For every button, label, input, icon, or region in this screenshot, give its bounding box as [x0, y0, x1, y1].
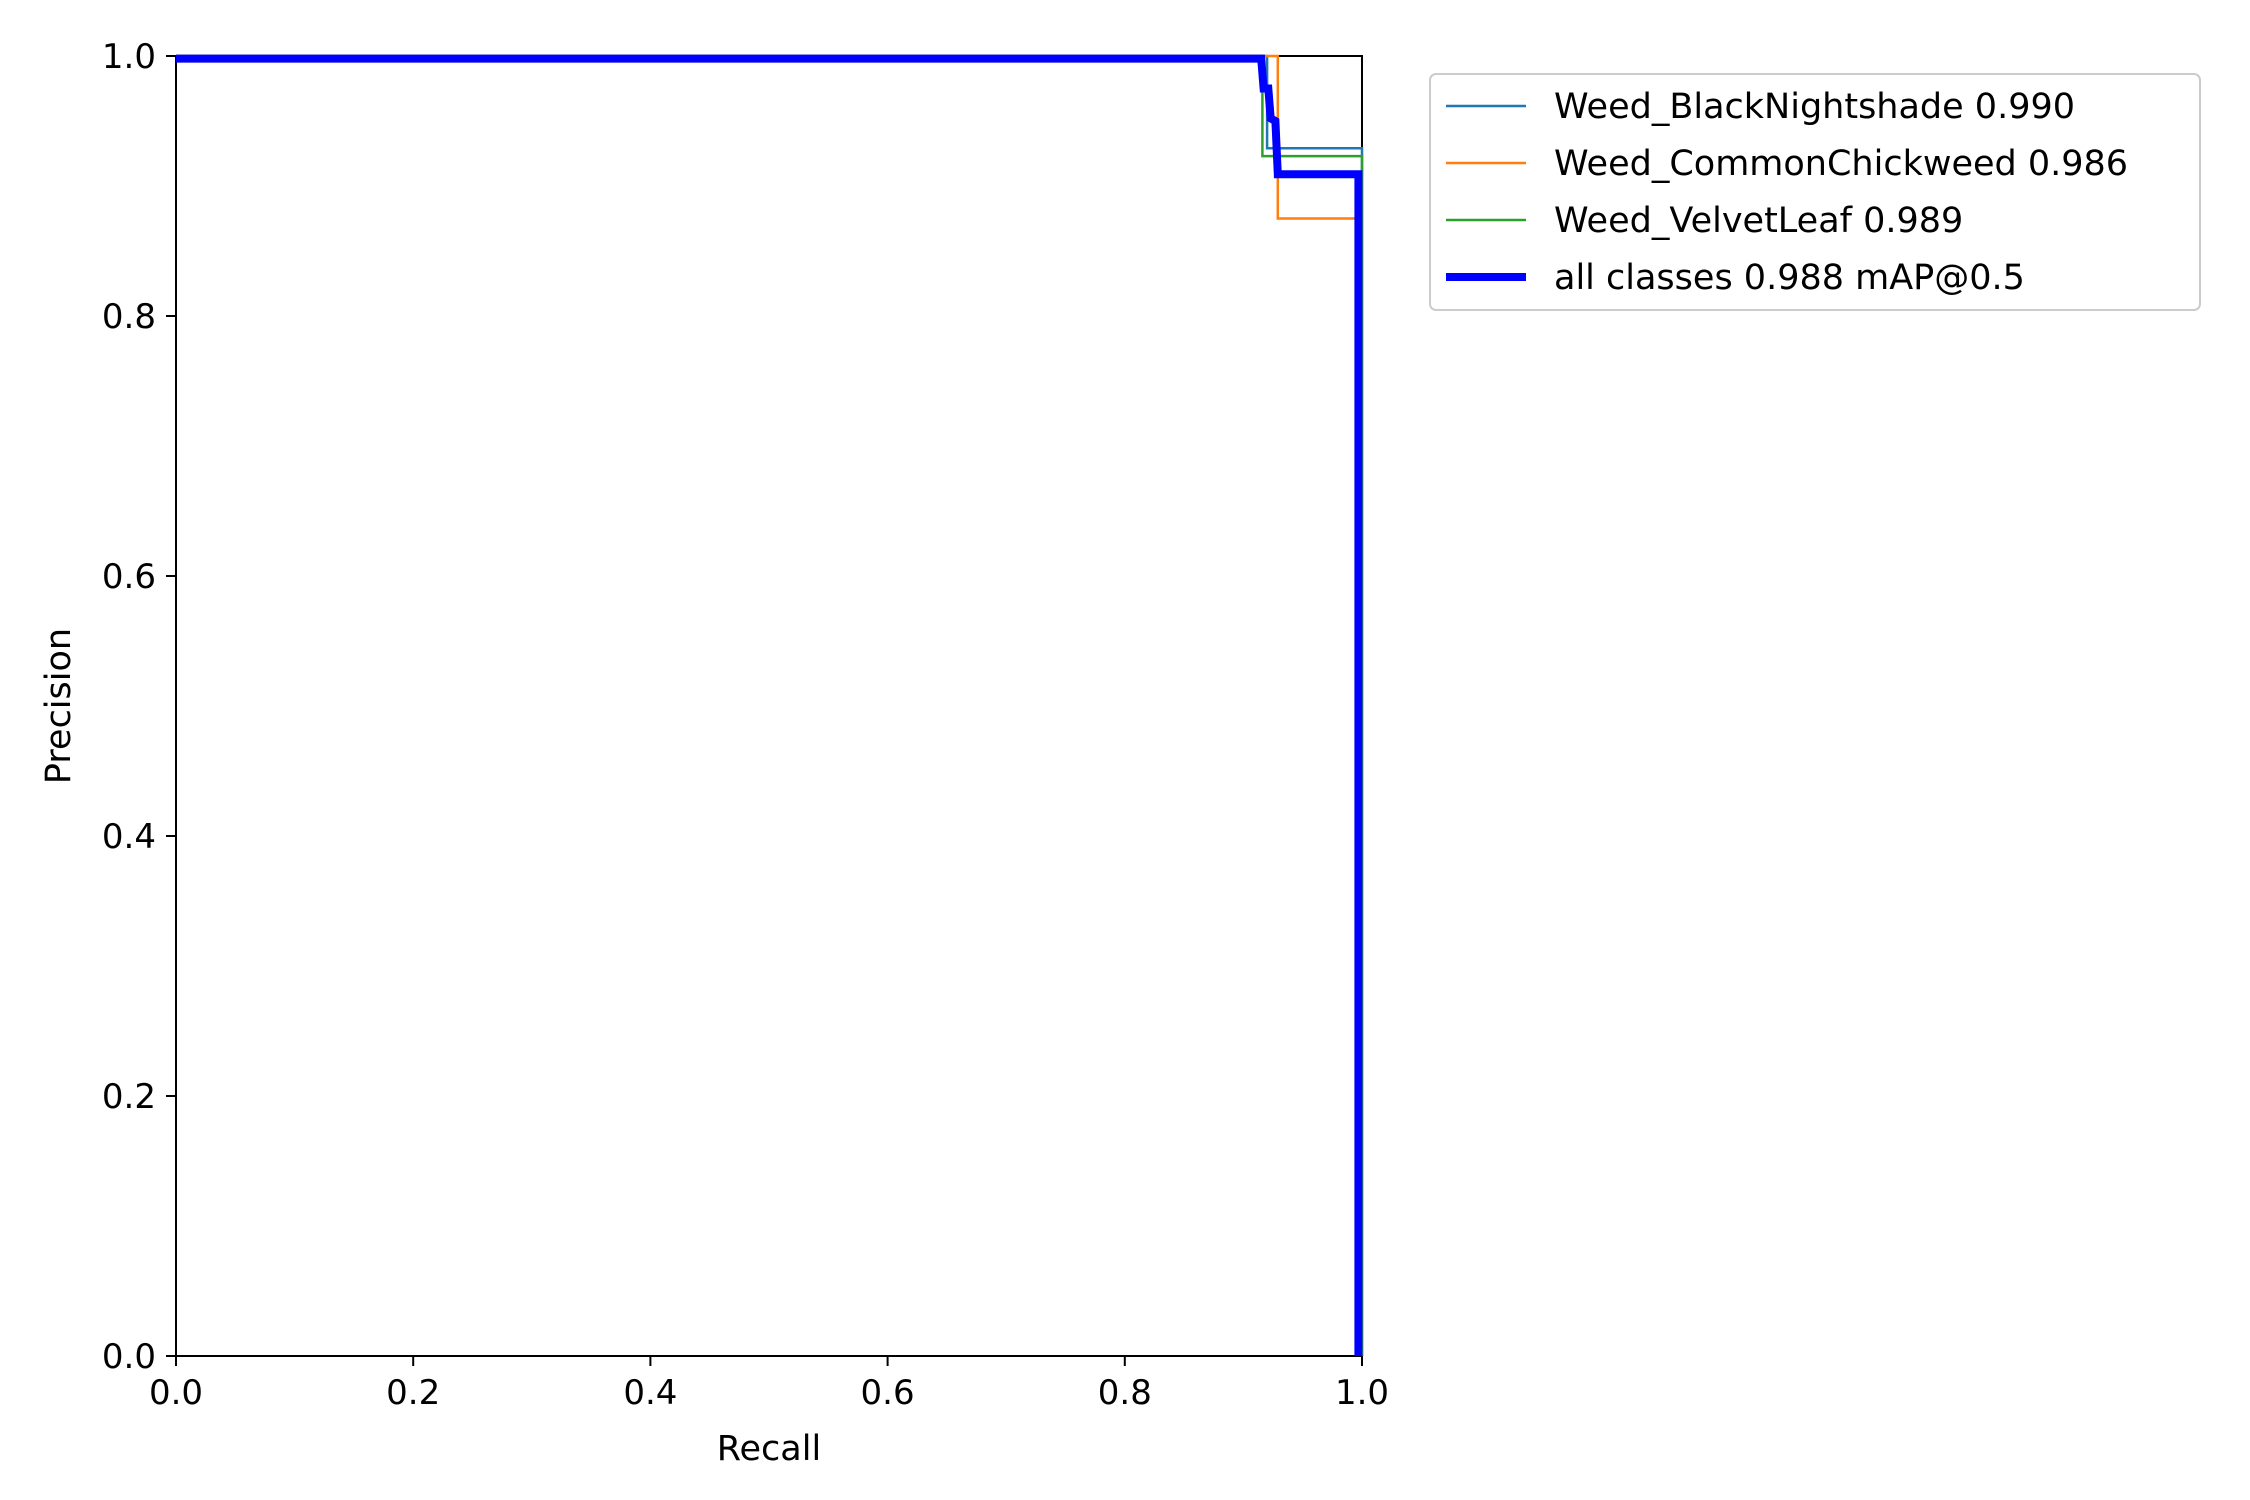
legend-label-3: all classes 0.988 mAP@0.5: [1554, 258, 2025, 298]
y-axis-label: Precision: [39, 628, 79, 784]
y-axis-ticks: 0.0 0.2 0.4 0.6 0.8 1.0: [102, 37, 176, 1377]
x-tick-label-4: 0.8: [1098, 1373, 1152, 1413]
plot-frame: [175, 55, 1363, 1357]
x-axis-ticks: 0.0 0.2 0.4 0.6 0.8 1.0: [149, 1356, 1389, 1413]
x-tick-label-5: 1.0: [1335, 1373, 1389, 1413]
y-tick-label-4: 0.8: [102, 297, 156, 337]
y-tick-label-2: 0.4: [102, 817, 156, 857]
x-axis-label: Recall: [717, 1429, 821, 1469]
series-line-3: [176, 54, 1363, 1356]
series-line-2: [176, 54, 1364, 1356]
series-line-1: [176, 54, 1360, 1356]
legend-label-1: Weed_CommonChickweed 0.986: [1554, 144, 2128, 184]
y-tick-label-1: 0.2: [102, 1077, 156, 1117]
y-tick-label-3: 0.6: [102, 557, 156, 597]
series-line-0: [176, 54, 1364, 1356]
plot-area: 0.0 0.2 0.4 0.6 0.8 1.0 0.0 0.2 0.4 0.6 0.8 1.0: [102, 37, 1389, 1413]
legend-frame: [1429, 73, 2201, 311]
y-tick-label-0: 0.0: [102, 1337, 156, 1377]
legend-label-2: Weed_VelvetLeaf 0.989: [1554, 201, 1963, 241]
y-tick-label-5: 1.0: [102, 37, 156, 77]
x-tick-label-0: 0.0: [149, 1373, 203, 1413]
x-tick-label-2: 0.4: [623, 1373, 677, 1413]
legend-label-0: Weed_BlackNightshade 0.990: [1554, 87, 2075, 127]
x-tick-label-1: 0.2: [386, 1373, 440, 1413]
series-group: [176, 54, 1364, 1356]
legend: Weed_BlackNightshade 0.990 Weed_CommonChi…: [1429, 73, 2201, 311]
x-tick-label-3: 0.6: [861, 1373, 915, 1413]
